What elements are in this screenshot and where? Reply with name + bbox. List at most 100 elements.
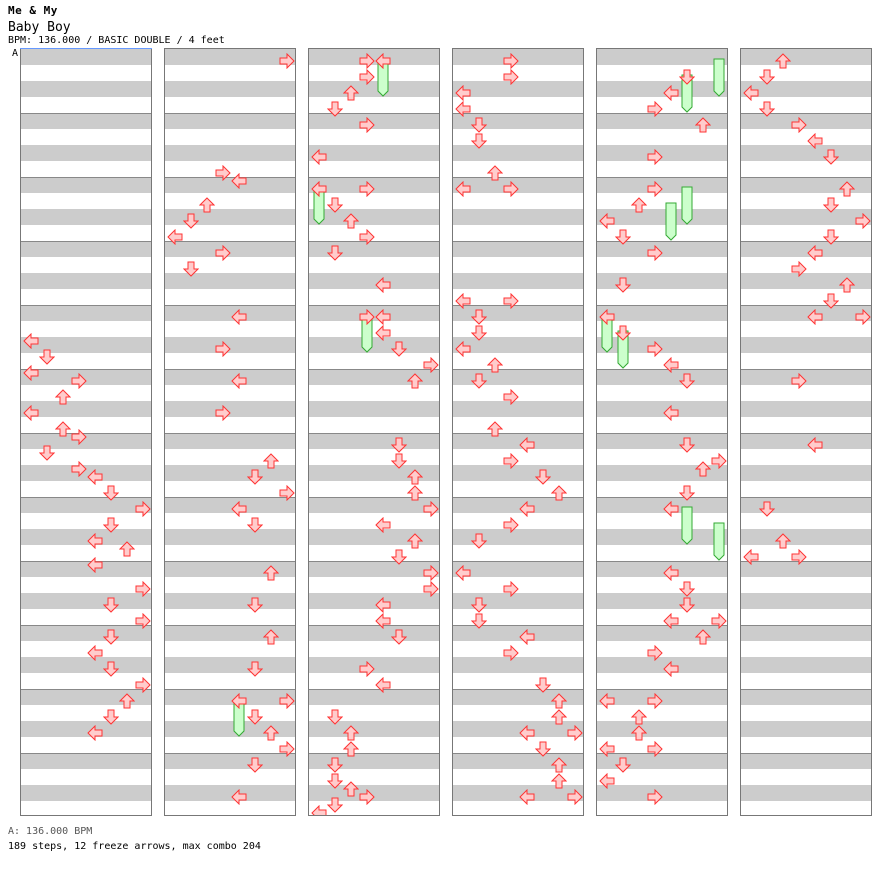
right-arrow-icon <box>135 580 151 598</box>
up-arrow-icon <box>262 725 280 741</box>
right-arrow-icon <box>503 180 519 198</box>
left-arrow-icon <box>519 436 535 454</box>
measure-line <box>309 625 439 626</box>
beat-band <box>309 433 439 449</box>
beat-band <box>21 401 151 417</box>
left-arrow-icon <box>519 724 535 742</box>
down-arrow-icon <box>470 533 488 549</box>
right-arrow-icon <box>647 148 663 166</box>
measure-line <box>21 753 151 754</box>
measure-line <box>21 177 151 178</box>
beat-band <box>309 657 439 673</box>
left-arrow-icon <box>455 340 471 358</box>
right-arrow-icon <box>503 580 519 598</box>
freeze-arrow <box>679 185 695 225</box>
chart-column-3 <box>308 48 440 816</box>
beat-band <box>309 113 439 129</box>
beat-band <box>741 561 871 577</box>
measure-line <box>741 689 871 690</box>
beat-band <box>741 529 871 545</box>
left-arrow-icon <box>455 84 471 102</box>
measure-line <box>165 113 295 114</box>
beat-band <box>597 145 727 161</box>
beat-band <box>597 529 727 545</box>
down-arrow-icon <box>246 709 264 725</box>
beat-band <box>741 209 871 225</box>
measure-line <box>165 753 295 754</box>
right-arrow-icon <box>279 740 295 758</box>
right-arrow-icon <box>71 428 87 446</box>
beat-band <box>453 721 583 737</box>
up-arrow-icon <box>198 197 216 213</box>
beat-band <box>309 49 439 65</box>
beat-band <box>21 657 151 673</box>
measure-line <box>453 561 583 562</box>
beat-band <box>165 145 295 161</box>
left-arrow-icon <box>231 172 247 190</box>
down-arrow-icon <box>246 757 264 773</box>
down-arrow-icon <box>390 453 408 469</box>
beat-band <box>165 337 295 353</box>
measure-line <box>741 433 871 434</box>
down-arrow-icon <box>678 373 696 389</box>
measure-line <box>741 561 871 562</box>
down-arrow-icon <box>822 293 840 309</box>
beat-band <box>21 689 151 705</box>
up-arrow-icon <box>550 773 568 789</box>
left-arrow-icon <box>599 212 615 230</box>
beat-band <box>21 177 151 193</box>
beat-band <box>597 401 727 417</box>
measure-line <box>21 305 151 306</box>
up-arrow-icon <box>54 421 72 437</box>
left-arrow-icon <box>375 676 391 694</box>
right-arrow-icon <box>359 660 375 678</box>
measure-line <box>741 241 871 242</box>
left-arrow-icon <box>375 596 391 614</box>
measure-line <box>165 625 295 626</box>
beat-band <box>741 177 871 193</box>
measure-line <box>21 241 151 242</box>
right-arrow-icon <box>279 484 295 502</box>
measure-line <box>309 177 439 178</box>
beat-band <box>453 81 583 97</box>
left-arrow-icon <box>375 276 391 294</box>
down-arrow-icon <box>534 469 552 485</box>
chart-column-5 <box>596 48 728 816</box>
up-arrow-icon <box>486 165 504 181</box>
measure-line <box>165 433 295 434</box>
down-arrow-icon <box>470 117 488 133</box>
down-arrow-icon <box>182 261 200 277</box>
down-arrow-icon <box>390 437 408 453</box>
beat-band <box>21 465 151 481</box>
beat-band <box>21 529 151 545</box>
beat-band <box>741 145 871 161</box>
beat-band <box>21 145 151 161</box>
left-arrow-icon <box>375 308 391 326</box>
freeze-arrow <box>679 505 695 545</box>
beat-band <box>21 593 151 609</box>
right-arrow-icon <box>279 52 295 70</box>
up-arrow-icon <box>342 85 360 101</box>
beat-band <box>597 209 727 225</box>
down-arrow-icon <box>326 101 344 117</box>
beat-band <box>741 273 871 289</box>
beat-band <box>21 337 151 353</box>
beat-band <box>21 305 151 321</box>
measure-line <box>21 369 151 370</box>
beat-band <box>309 273 439 289</box>
beat-band <box>453 497 583 513</box>
up-arrow-icon <box>262 565 280 581</box>
left-arrow-icon <box>519 788 535 806</box>
beat-band <box>165 113 295 129</box>
up-arrow-icon <box>262 629 280 645</box>
beat-band <box>453 433 583 449</box>
down-arrow-icon <box>102 597 120 613</box>
right-arrow-icon <box>791 548 807 566</box>
down-arrow-icon <box>534 677 552 693</box>
artist-title: Me & My <box>8 4 58 17</box>
down-arrow-icon <box>534 741 552 757</box>
beat-band <box>309 81 439 97</box>
beat-band <box>165 177 295 193</box>
right-arrow-icon <box>503 452 519 470</box>
left-arrow-icon <box>807 308 823 326</box>
